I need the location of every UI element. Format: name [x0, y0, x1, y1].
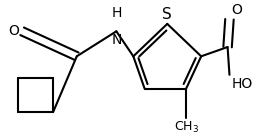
Text: H: H	[111, 6, 122, 20]
Text: HO: HO	[231, 77, 253, 91]
Text: S: S	[162, 7, 172, 22]
Text: O: O	[231, 3, 242, 17]
Text: CH$_3$: CH$_3$	[174, 120, 199, 135]
Text: N: N	[111, 33, 122, 47]
Text: O: O	[8, 24, 19, 38]
